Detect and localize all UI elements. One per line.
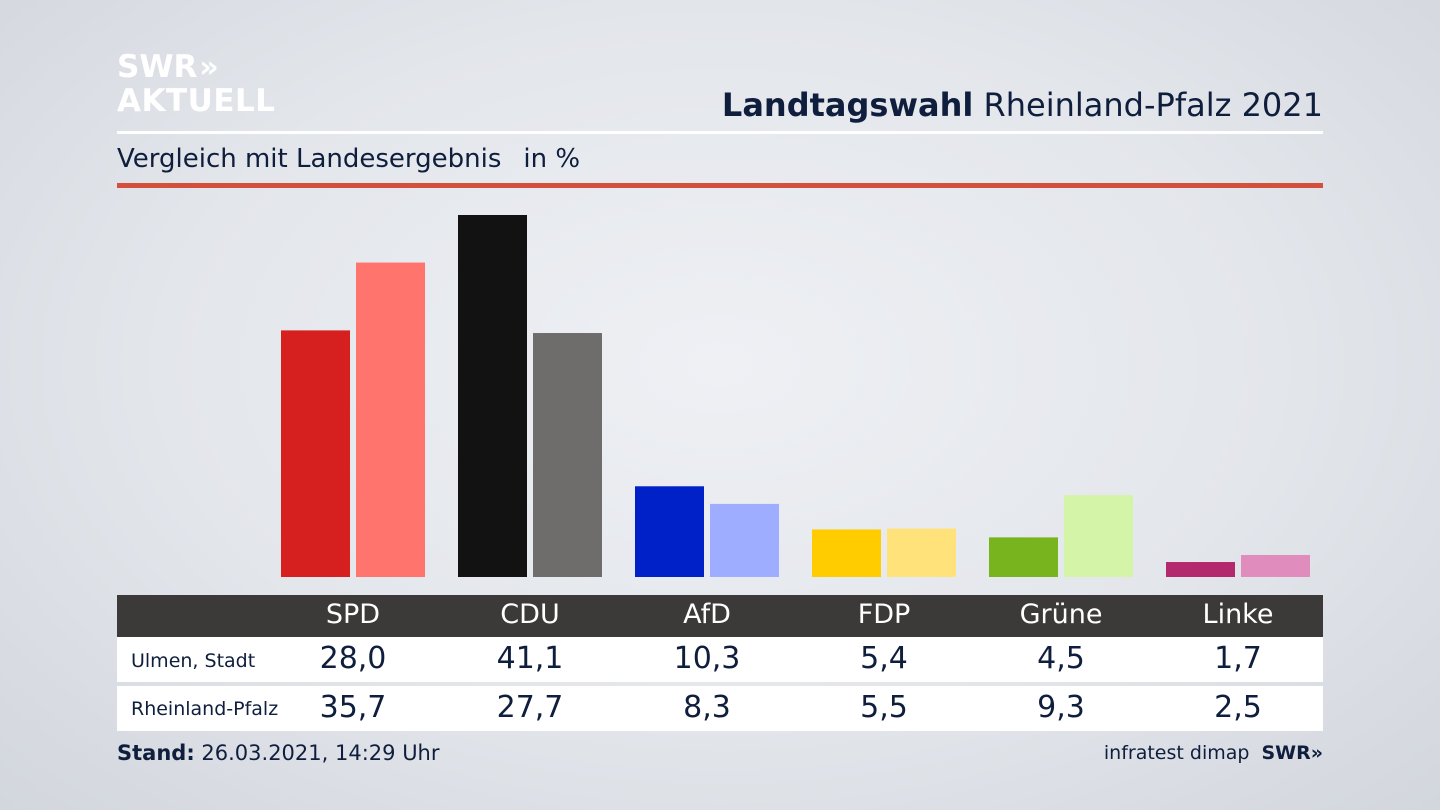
subtitle-divider <box>117 183 1323 188</box>
footer-chevron-icon: » <box>1310 742 1323 764</box>
title-bold: Landtagswahl <box>721 86 974 124</box>
table-row: Ulmen, Stadt 28,0 41,1 10,3 5,4 4,5 1,7 <box>117 637 1323 682</box>
bar-state-afd <box>710 503 779 577</box>
timestamp-label: Stand: <box>117 741 195 765</box>
value-cell: 9,3 <box>1037 690 1085 725</box>
bar-local-fdp <box>812 529 881 577</box>
source-credit: infratest dimap SWR» <box>1104 742 1323 764</box>
value-cell: 41,1 <box>496 641 564 676</box>
bar-local-afd <box>635 486 704 577</box>
value-cell: 2,5 <box>1214 690 1262 725</box>
bar-local-linke <box>1166 562 1235 577</box>
bar-local-grne <box>989 537 1058 577</box>
table-row: Rheinland-Pfalz 35,7 27,7 8,3 5,5 9,3 2,5 <box>117 686 1323 731</box>
timestamp: Stand: 26.03.2021, 14:29 Uhr <box>117 741 440 765</box>
category-label: AfD <box>683 599 731 630</box>
bar-local-spd <box>281 330 350 577</box>
bar-state-cdu <box>533 333 602 577</box>
bar-state-linke <box>1241 554 1310 577</box>
value-cell: 8,3 <box>683 690 731 725</box>
chart-subtitle: Vergleich mit Landesergebnis in % <box>117 144 580 174</box>
category-label: Grüne <box>1019 599 1103 630</box>
value-cell: 35,7 <box>319 690 387 725</box>
footer-swr-logo: SWR» <box>1261 742 1323 764</box>
bar-state-fdp <box>887 528 956 577</box>
value-cell: 28,0 <box>319 641 387 676</box>
bar-local-cdu <box>458 215 527 577</box>
results-table: SPD CDU AfD FDP Grüne Linke Ulmen, Stadt 28,0… <box>117 595 1323 731</box>
category-label: Linke <box>1202 599 1274 630</box>
category-label: FDP <box>857 599 911 630</box>
value-cell: 5,5 <box>860 690 908 725</box>
bar-state-spd <box>356 262 425 577</box>
chart-title: Landtagswahl Rheinland-Pfalz 2021 <box>722 86 1323 124</box>
value-cell: 10,3 <box>673 641 741 676</box>
logo-swr: SWR <box>117 49 198 85</box>
row-label: Ulmen, Stadt <box>131 650 256 672</box>
logo-aktuell: AKTUELL <box>117 83 276 119</box>
category-label: SPD <box>325 599 381 630</box>
title-divider <box>117 131 1323 134</box>
value-cell: 27,7 <box>496 690 564 725</box>
value-cell: 4,5 <box>1037 641 1085 676</box>
row-label: Rheinland-Pfalz <box>131 698 279 720</box>
footer-swr-text: SWR <box>1261 742 1311 764</box>
value-cell: 5,4 <box>860 641 908 676</box>
bar-state-grne <box>1064 495 1133 577</box>
timestamp-value: 26.03.2021, 14:29 Uhr <box>201 741 440 765</box>
value-cell: 1,7 <box>1214 641 1262 676</box>
swr-aktuell-logo: SWR» AKTUELL <box>117 52 276 117</box>
subtitle-text: Vergleich mit Landesergebnis <box>117 144 502 174</box>
table-header: SPD CDU AfD FDP Grüne Linke <box>117 595 1323 637</box>
category-label: CDU <box>500 599 560 630</box>
source-name: infratest dimap <box>1103 742 1250 764</box>
subtitle-unit: in % <box>523 144 581 174</box>
title-regular: Rheinland-Pfalz 2021 <box>983 86 1323 124</box>
